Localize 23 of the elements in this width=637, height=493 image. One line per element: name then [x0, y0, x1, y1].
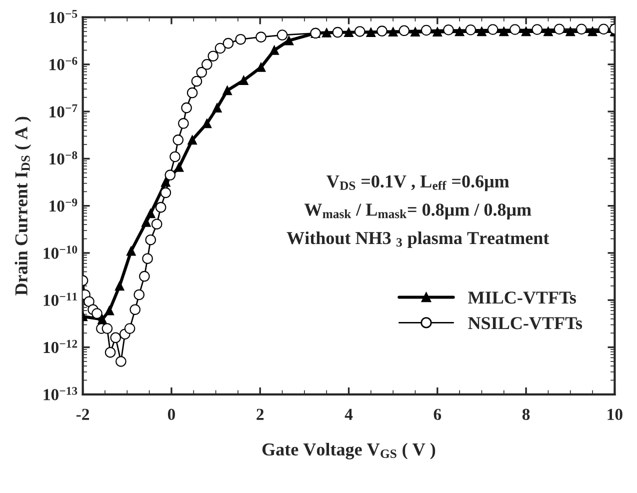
- x-axis-title: Gate Voltage V$_{GS}$ ( V ): [262, 442, 436, 460]
- legend-label: MILC-VTFTs: [468, 292, 576, 304]
- x-tick-label: 0: [168, 408, 175, 420]
- annotation: W$_{mask}$ / L$_{mask}$= 0.8μm / 0.8μm: [304, 204, 532, 220]
- legend-label: NSILC-VTFTs: [468, 317, 582, 330]
- x-tick-label: 8: [522, 408, 530, 420]
- y-tick-label: 10$^{−8}$: [50, 151, 78, 165]
- x-tick-label: 10: [608, 408, 622, 420]
- y-tick-label: 10$^{−12}$: [44, 340, 78, 354]
- x-tick-label: 4: [344, 408, 353, 420]
- x-tick-label: 2: [256, 408, 264, 420]
- y-tick-label: 10$^{−11}$: [44, 292, 77, 306]
- y-axis-title: Drain Current I$_{DS}$ ( A ): [14, 116, 32, 296]
- y-tick-label: 10$^{−7}$: [50, 104, 78, 118]
- y-tick-label: 10$^{−9}$: [50, 198, 78, 212]
- y-tick-label: 10$^{−13}$: [44, 387, 78, 400]
- annotation: Without NH3 $_{3}$ plasma Treatment: [286, 231, 550, 248]
- x-tick-label: -2: [76, 408, 90, 420]
- annotation: V$_{DS}$ =0.1V , L$_{eff}$ =0.6μm: [326, 175, 510, 192]
- x-tick-label: 6: [434, 408, 442, 420]
- y-tick-label: 10$^{−5}$: [50, 10, 78, 24]
- y-tick-label: 10$^{−6}$: [50, 57, 78, 70]
- y-tick-label: 10$^{−10}$: [44, 246, 78, 259]
